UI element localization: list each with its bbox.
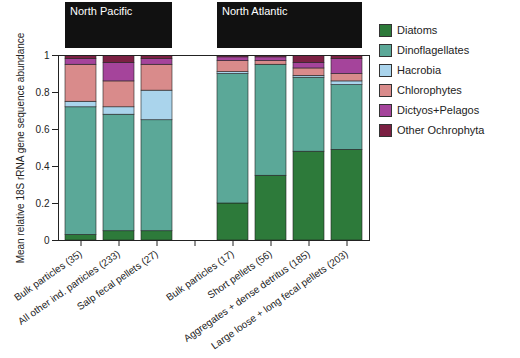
svg-text:Aggregates + dense detritus (1: Aggregates + dense detritus (185)	[181, 248, 312, 344]
svg-text:0: 0	[44, 235, 50, 246]
html-text:North Atlantic: North Atlantic	[222, 5, 288, 17]
svg-text:0.6: 0.6	[36, 124, 50, 135]
svg-text:0.4: 0.4	[36, 161, 50, 172]
html-text:North Pacific: North Pacific	[70, 5, 133, 17]
svg-text:0.8: 0.8	[36, 87, 50, 98]
svg-text:All other ind. particles (233): All other ind. particles (233)	[16, 248, 122, 327]
svg-text:1: 1	[44, 50, 50, 61]
svg-text:Mean relative 18S rRNA gene se: Mean relative 18S rRNA gene sequence abu…	[15, 32, 26, 263]
svg-text:Bulk particles (35): Bulk particles (35)	[12, 248, 84, 303]
svg-text:Short pellets (56): Short pellets (56)	[205, 248, 274, 301]
html-text:Other Ochrophyta: Other Ochrophyta	[397, 124, 485, 136]
html-text:Diatoms: Diatoms	[397, 24, 438, 36]
html-text:Dictyos+Pelagos: Dictyos+Pelagos	[397, 104, 480, 116]
html-text:Dinoflagellates: Dinoflagellates	[397, 44, 470, 56]
svg-text:0.2: 0.2	[36, 198, 50, 209]
svg-text:Bulk particles (17): Bulk particles (17)	[164, 248, 236, 303]
svg-text:Salp fecal pellets (27): Salp fecal pellets (27)	[75, 248, 160, 312]
html-text:Chlorophytes: Chlorophytes	[397, 84, 462, 96]
html-text:Hacrobia: Hacrobia	[397, 64, 441, 76]
svg-text:Large loose + long fecal pelle: Large loose + long fecal pellets (203)	[209, 248, 350, 351]
